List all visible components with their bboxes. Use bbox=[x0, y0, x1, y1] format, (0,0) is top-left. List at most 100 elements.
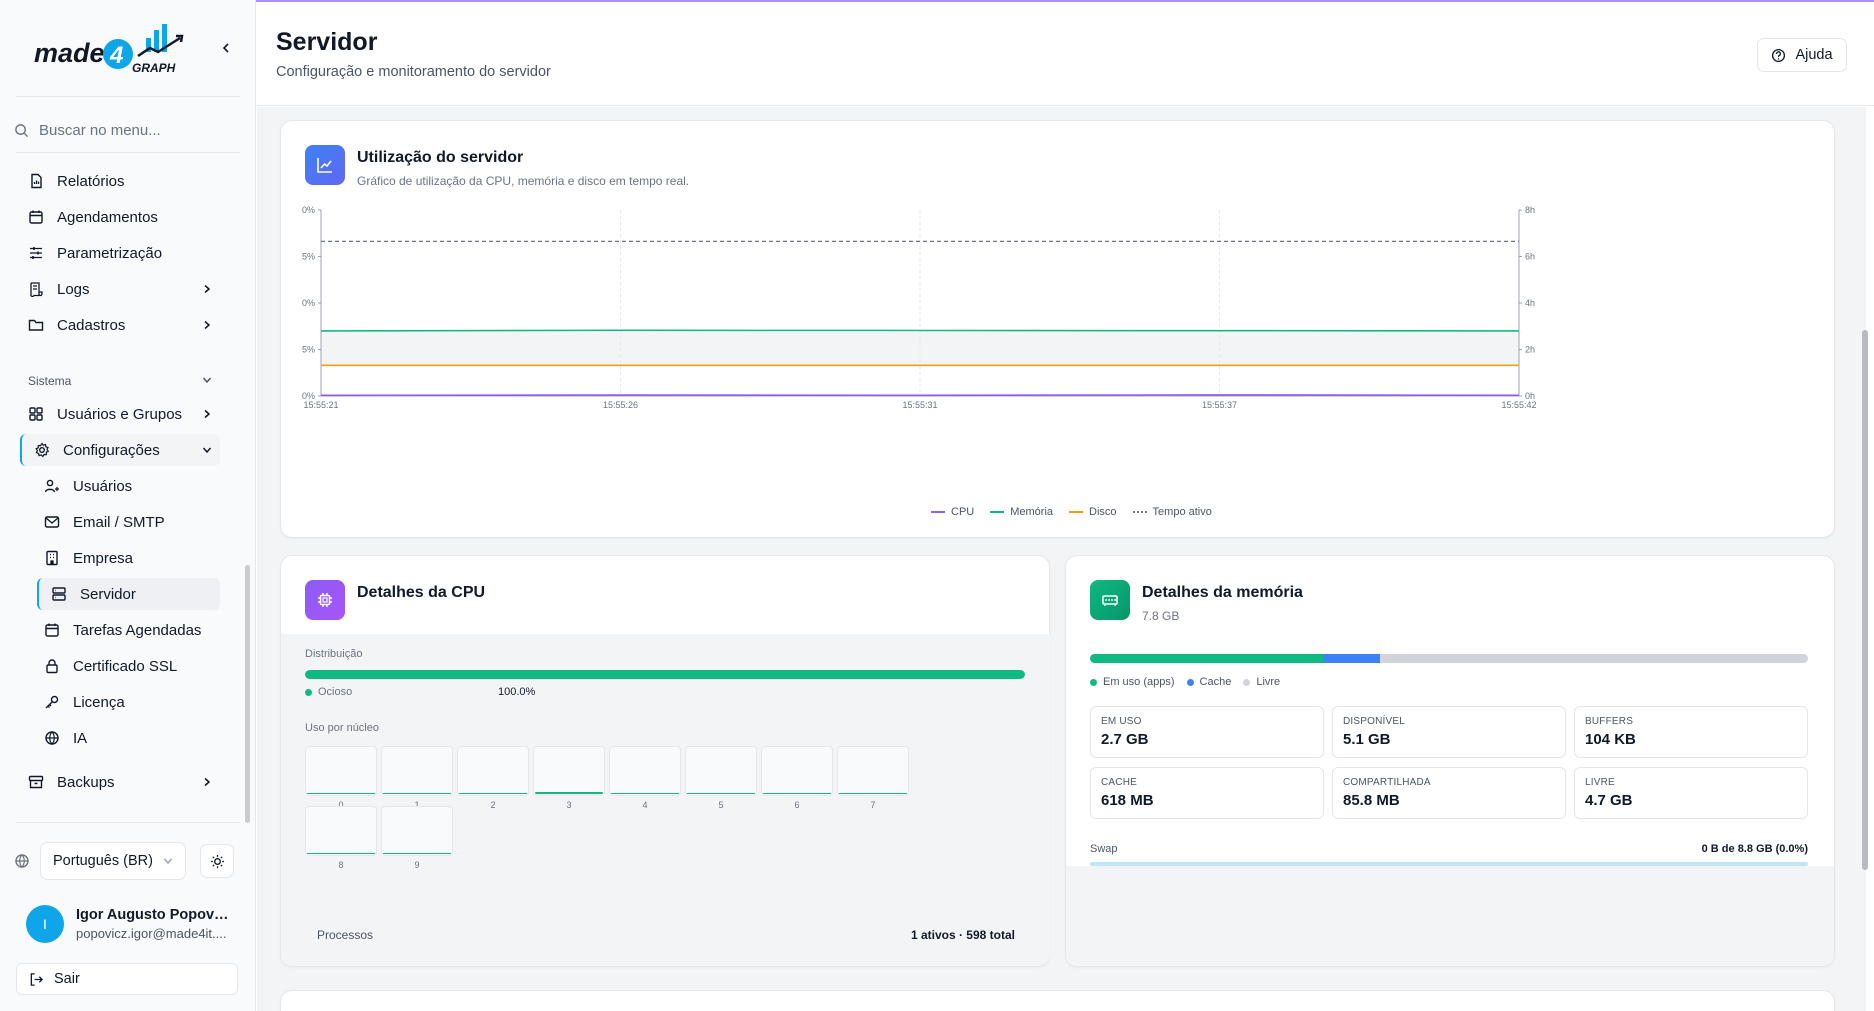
chevron-right-icon bbox=[204, 409, 211, 419]
processes-value: 1 ativos · 598 total bbox=[910, 928, 1015, 942]
collapse-sidebar-button[interactable] bbox=[216, 38, 236, 58]
sidebar-scrollbar[interactable] bbox=[245, 565, 250, 823]
calendar-icon bbox=[29, 210, 43, 224]
chevron-right-icon bbox=[204, 284, 211, 294]
cpu-core-label: 1 bbox=[414, 800, 420, 810]
legend-label: CPU bbox=[951, 506, 975, 518]
sidebar-item-parametrizacao[interactable]: Parametrização bbox=[20, 237, 220, 269]
sidebar-item-usuarios-grupos[interactable]: Usuários e Grupos bbox=[20, 398, 220, 430]
cpu-core-label: 5 bbox=[718, 800, 724, 810]
building-icon bbox=[46, 550, 58, 566]
stat-label: EM USO bbox=[1101, 716, 1142, 727]
x-tick-label: 15:55:42 bbox=[1501, 400, 1536, 410]
memory-cache-segment bbox=[1323, 654, 1381, 663]
svg-text:4: 4 bbox=[109, 42, 123, 69]
sidebar-item-configuracoes[interactable]: Configurações bbox=[20, 434, 220, 466]
y-tick-label-right: 6h bbox=[1525, 252, 1535, 262]
stat-value: 5.1 GB bbox=[1343, 731, 1391, 748]
sidebar-item-relatorios[interactable]: Relatórios bbox=[20, 165, 220, 197]
stat-livre: LIVRE 4.7 GB bbox=[1574, 767, 1808, 819]
cpu-core-usage-fill bbox=[307, 853, 375, 854]
language-value: Português (BR) bbox=[53, 853, 153, 869]
legend-item-tempo-ativo[interactable]: Tempo ativo bbox=[1132, 506, 1212, 518]
memory-card: Detalhes da memória 7.8 GB Em uso (apps)… bbox=[1065, 555, 1835, 967]
page-title: Servidor bbox=[276, 28, 378, 56]
memory-used-segment bbox=[1090, 654, 1324, 663]
chevron-down-icon bbox=[163, 858, 173, 865]
cpu-core-2 bbox=[457, 746, 529, 796]
search-input[interactable] bbox=[39, 121, 229, 139]
cpu-core-usage-fill bbox=[383, 853, 451, 854]
user-name: Igor Augusto Popovi... bbox=[76, 907, 230, 923]
stat-label: LIVRE bbox=[1585, 777, 1615, 788]
page-scrollbar[interactable] bbox=[1862, 330, 1868, 870]
legend-item-disco[interactable]: Disco bbox=[1069, 506, 1117, 518]
user-email: popovicz.igor@made4it.... bbox=[76, 926, 227, 941]
swap-value: 0 B de 8.8 GB (0.0%) bbox=[1701, 843, 1808, 855]
sidebar-item-empresa[interactable]: Empresa bbox=[36, 542, 220, 574]
y-tick-label-right: 4h bbox=[1525, 298, 1535, 308]
logout-button[interactable]: Sair bbox=[16, 963, 238, 995]
stat-buffers: BUFFERS 104 KB bbox=[1574, 706, 1808, 758]
stat-cache: CACHE 618 MB bbox=[1090, 767, 1324, 819]
cpu-core-label: 0 bbox=[338, 800, 344, 810]
sidebar-item-backups[interactable]: Backups bbox=[20, 766, 220, 798]
cpu-core-label: 2 bbox=[490, 800, 496, 810]
stat-value: 618 MB bbox=[1101, 792, 1154, 809]
legend-label: Disco bbox=[1089, 506, 1117, 518]
sidebar-section-sistema[interactable]: Sistema bbox=[28, 374, 212, 388]
top-accent-line bbox=[0, 0, 1874, 2]
cpu-core-label: 8 bbox=[338, 860, 344, 870]
series-line-mem-ria bbox=[320, 329, 1520, 332]
sidebar-item-label: Tarefas Agendadas bbox=[73, 621, 202, 639]
grid-icon bbox=[29, 407, 43, 421]
sidebar-item-tarefas-agendadas[interactable]: Tarefas Agendadas bbox=[36, 614, 220, 646]
sidebar-item-email-smtp[interactable]: Email / SMTP bbox=[36, 506, 220, 538]
legend-item-memoria[interactable]: Memória bbox=[990, 506, 1053, 518]
memory-card-title: Detalhes da memória bbox=[1142, 584, 1303, 601]
brand-logo[interactable]: made 4 GRAPH bbox=[34, 22, 194, 78]
cpu-core-0 bbox=[305, 746, 377, 796]
cpu-core-5 bbox=[685, 746, 757, 796]
sidebar-item-label: Cadastros bbox=[57, 316, 126, 334]
cpu-distribution-bar bbox=[305, 670, 1025, 679]
cpu-core-6 bbox=[761, 746, 833, 796]
sidebar-item-cadastros[interactable]: Cadastros bbox=[20, 309, 220, 341]
sidebar-item-servidor[interactable]: Servidor bbox=[37, 578, 220, 610]
server-icon bbox=[52, 587, 66, 601]
usage-card: Utilização do servidor Gráfico de utiliz… bbox=[280, 120, 1835, 538]
stat-compartilhada: COMPARTILHADA 85.8 MB bbox=[1332, 767, 1566, 819]
sidebar-divider bbox=[16, 152, 240, 153]
cpu-core-usage-fill bbox=[383, 793, 451, 794]
sidebar-item-ia[interactable]: IA bbox=[36, 722, 220, 754]
page-header: Servidor Configuração e monitoramento do… bbox=[257, 2, 1874, 106]
cpu-core-8 bbox=[305, 806, 377, 856]
help-button[interactable]: Ajuda bbox=[1757, 38, 1847, 72]
swap-bar bbox=[1090, 862, 1808, 866]
chevron-down-icon bbox=[202, 377, 212, 384]
y-tick-label-left: 0% bbox=[302, 205, 315, 215]
stat-value: 4.7 GB bbox=[1585, 792, 1633, 809]
legend-label: Cache bbox=[1199, 676, 1232, 688]
y-tick-label-right: 0h bbox=[1525, 391, 1535, 401]
legend-label: Memória bbox=[1010, 506, 1054, 518]
cpu-chip-icon bbox=[305, 580, 345, 620]
sidebar-item-logs[interactable]: Logs bbox=[20, 273, 220, 305]
main-content: Utilização do servidor Gráfico de utiliz… bbox=[257, 107, 1866, 1011]
user-profile[interactable]: I Igor Augusto Popovi... popovicz.igor@m… bbox=[26, 902, 240, 946]
y-tick-label-left: 5% bbox=[302, 345, 315, 355]
sidebar-item-label: Email / SMTP bbox=[73, 513, 165, 531]
usage-card-title: Utilização do servidor bbox=[357, 149, 524, 166]
theme-toggle-button[interactable] bbox=[200, 844, 234, 878]
legend-item-cpu[interactable]: CPU bbox=[931, 506, 974, 518]
help-label: Ajuda bbox=[1795, 47, 1833, 63]
search-icon bbox=[15, 123, 29, 137]
swap-label: Swap bbox=[1090, 843, 1118, 855]
sidebar-item-usuarios[interactable]: Usuários bbox=[36, 470, 220, 502]
y-tick-label-right: 8h bbox=[1525, 205, 1535, 215]
sidebar-item-agendamentos[interactable]: Agendamentos bbox=[20, 201, 220, 233]
sliders-icon bbox=[30, 247, 42, 259]
sidebar-item-licenca[interactable]: Licença bbox=[36, 686, 220, 718]
language-select[interactable]: Português (BR) bbox=[40, 842, 186, 880]
sidebar-item-certificado-ssl[interactable]: Certificado SSL bbox=[36, 650, 220, 682]
